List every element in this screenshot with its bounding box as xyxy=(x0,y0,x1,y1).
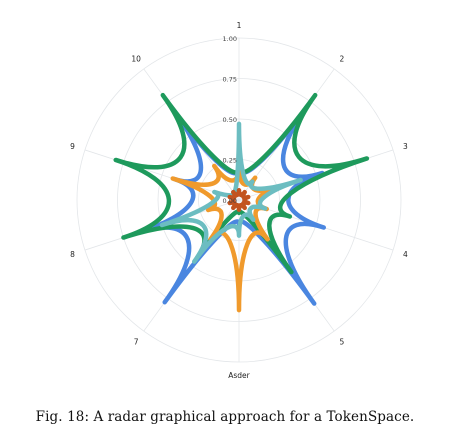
radial-tick-label: 1.00 xyxy=(223,35,237,43)
axis-label-9: 9 xyxy=(70,142,75,151)
axis-label-10: 10 xyxy=(131,54,141,63)
axis-label-7: 7 xyxy=(134,338,139,347)
radial-tick-label: 0.75 xyxy=(223,76,237,84)
radar-series-group xyxy=(113,92,370,313)
radial-tick-label: 0.00 xyxy=(223,197,237,205)
axis-labels: 1 2 3 4 5 Asder 7 8 9 10 xyxy=(70,21,408,380)
radar-grid xyxy=(76,37,402,363)
axis-label-2: 2 xyxy=(339,54,344,63)
series-4-line xyxy=(159,121,303,264)
radial-tick-labels: 0.00 0.25 0.50 0.75 1.00 xyxy=(223,35,237,205)
figure-caption: Fig. 18: A radar graphical approach for … xyxy=(35,409,415,425)
axis-label-5: 5 xyxy=(339,338,344,347)
radial-tick-label: 0.25 xyxy=(223,157,237,165)
axis-label-1: 1 xyxy=(237,21,242,30)
radial-tick-label: 0.50 xyxy=(223,116,237,124)
series-5-line xyxy=(227,188,251,212)
radar-chart: 0.00 0.25 0.50 0.75 1.00 1 2 3 4 5 Asder 7 8 9 10 xyxy=(70,21,408,380)
series-2-line xyxy=(113,92,370,275)
axis-label-6: Asder xyxy=(228,371,250,380)
axis-label-8: 8 xyxy=(70,250,75,259)
axis-label-4: 4 xyxy=(403,250,408,259)
axis-label-3: 3 xyxy=(403,142,408,151)
